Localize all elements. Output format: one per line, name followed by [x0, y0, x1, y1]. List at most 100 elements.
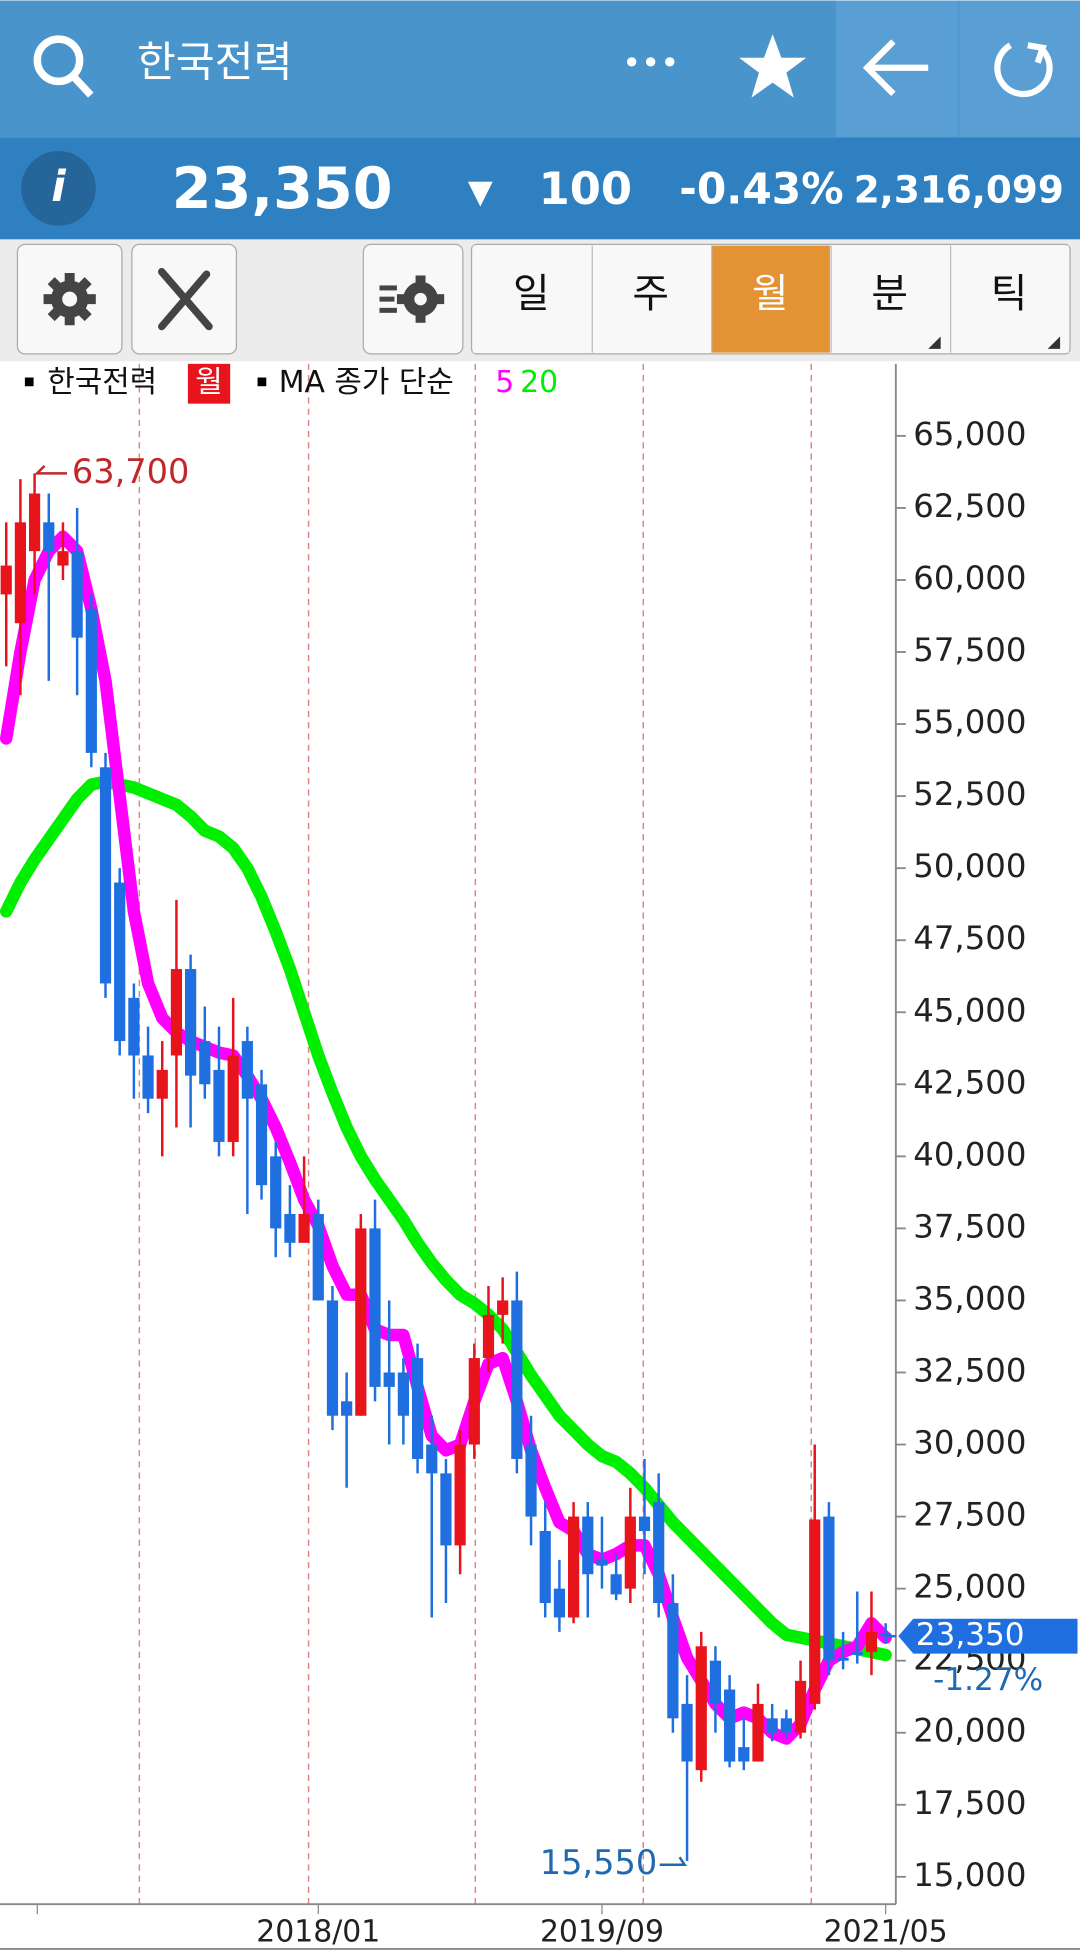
candle-body: [341, 1401, 353, 1416]
candle-body: [497, 1300, 509, 1315]
moving-average: [0, 775, 892, 1662]
info-icon: i: [51, 162, 66, 211]
direction: ▼: [468, 172, 493, 210]
high-label: 63,700: [72, 452, 190, 491]
y-tick-label: 65,000: [913, 415, 1026, 453]
candle-body: [823, 1516, 835, 1661]
moving-average: [0, 530, 892, 1745]
candle-body: [539, 1530, 551, 1604]
low-pointer: [659, 1856, 687, 1866]
candle-body: [284, 1213, 296, 1243]
tab[interactable]: [472, 245, 592, 353]
candle-body: [695, 1646, 707, 1771]
info-button[interactable]: [21, 151, 96, 226]
refresh-button-bg[interactable]: [959, 0, 1080, 138]
tab-label: 주: [632, 271, 669, 317]
candle-body: [851, 1652, 863, 1655]
legend-period: 월: [195, 365, 222, 400]
candle-body: [880, 1633, 892, 1637]
candle-body: [369, 1228, 381, 1387]
x-tick-label: 2019/09: [540, 1914, 664, 1949]
y-tick-label: 40,000: [913, 1135, 1026, 1173]
legend-ma5: 5: [495, 365, 514, 400]
y-tick-label: 42,500: [913, 1063, 1026, 1101]
y-tick-label: 27,500: [913, 1496, 1026, 1534]
candle-body: [241, 1041, 253, 1099]
candle-body: [128, 997, 140, 1056]
candle-body: [397, 1372, 409, 1416]
candle-body: [85, 608, 97, 753]
candle-body: [156, 1069, 168, 1099]
tab-label: 일: [513, 271, 550, 317]
favorite-star[interactable]: [739, 34, 807, 98]
y-tick-label: 55,000: [913, 703, 1026, 741]
candle-body: [837, 1657, 849, 1661]
candle-body: [426, 1444, 438, 1474]
last-change-label: -1.27%: [933, 1662, 1043, 1698]
candle-body: [752, 1703, 764, 1762]
candle-body: [638, 1516, 651, 1531]
legend-period-box: [187, 363, 231, 404]
candle-body: [865, 1631, 878, 1653]
legend-marker: [24, 377, 34, 387]
y-tick-label: 32,500: [913, 1351, 1026, 1389]
refresh-icon[interactable]: [994, 42, 1053, 98]
y-tick-label: 20,000: [913, 1712, 1026, 1750]
more-menu[interactable]: •••: [622, 44, 679, 82]
candle-body: [780, 1718, 792, 1733]
candle-body: [43, 522, 55, 552]
candle-body: [511, 1300, 523, 1459]
candle-body: [71, 551, 83, 638]
x-tick-label: 2018/01: [256, 1914, 380, 1949]
indicator-icon: [379, 275, 445, 323]
legend-name: 한국전력: [47, 365, 157, 400]
candle-body: [766, 1718, 778, 1733]
candle-body: [28, 493, 41, 552]
x-tick-label: 2021/05: [824, 1914, 948, 1949]
candle-body: [468, 1358, 480, 1445]
last-price-label: 23,350: [916, 1617, 1025, 1653]
candle-body: [653, 1502, 665, 1604]
candle-body: [553, 1588, 566, 1618]
y-tick-label: 60,000: [913, 559, 1026, 597]
candle-body: [298, 1213, 310, 1243]
candle-body: [809, 1519, 821, 1704]
candle-body: [582, 1516, 594, 1575]
y-tick-label: 45,000: [913, 991, 1026, 1029]
tab[interactable]: [831, 245, 950, 353]
search-icon[interactable]: [33, 35, 94, 98]
y-tick-label: 30,000: [913, 1424, 1026, 1462]
change: 100: [539, 162, 632, 215]
gear-icon: [43, 273, 96, 326]
tab[interactable]: [711, 245, 830, 353]
tools-icon: [158, 268, 213, 331]
tab-label: 분: [871, 271, 908, 317]
candle-body: [142, 1055, 154, 1099]
candle-body: [213, 1069, 225, 1142]
high-pointer: [34, 465, 67, 475]
candle-body: [114, 882, 126, 1042]
tab[interactable]: [592, 245, 711, 353]
low-label: 15,550: [540, 1843, 658, 1882]
candle-body: [383, 1372, 395, 1387]
candle-body: [355, 1228, 367, 1416]
tab[interactable]: [950, 245, 1069, 353]
candle-body: [99, 767, 112, 984]
legend-ma20: 20: [520, 365, 558, 400]
y-tick-label: 52,500: [913, 775, 1026, 813]
y-tick-label: 15,000: [913, 1856, 1026, 1894]
change-pct: -0.43%: [679, 165, 843, 214]
y-tick-label: 17,500: [913, 1784, 1026, 1822]
candle-body: [57, 551, 69, 566]
candle-body: [610, 1574, 622, 1595]
legend-marker: [257, 377, 267, 387]
candle-body: [255, 1084, 268, 1186]
y-tick-label: 47,500: [913, 919, 1026, 957]
legend-ma: MA 종가 단순: [279, 365, 454, 400]
candle-body: [326, 1300, 339, 1416]
y-tick-label: 37,500: [913, 1207, 1026, 1245]
back-arrow[interactable]: [862, 39, 929, 97]
candle-body: [312, 1213, 324, 1301]
